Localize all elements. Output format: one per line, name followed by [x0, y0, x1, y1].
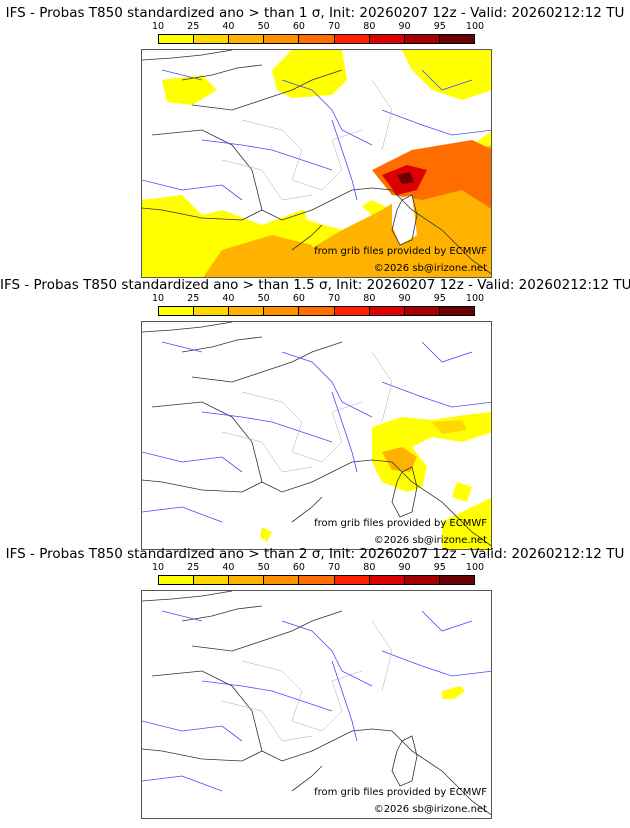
- copyright-credit: ©2026 sb@irizone.net: [373, 263, 487, 274]
- colorbar-segment: [194, 576, 230, 584]
- colorbar-segment: [159, 307, 195, 315]
- colorbar-segment: [439, 307, 474, 315]
- colorbar-tick: 90: [398, 293, 411, 304]
- map-fill-layer: [142, 50, 491, 277]
- colorbar-segment: [229, 35, 265, 43]
- colorbar-tick: 60: [292, 562, 305, 573]
- colorbar-tick: 10: [151, 21, 165, 32]
- colorbar-tick: 100: [465, 562, 485, 573]
- colorbar-tick: 80: [363, 562, 376, 573]
- colorbar-segment: [404, 307, 440, 315]
- colorbar-tick: 25: [187, 293, 200, 304]
- colorbar-segment: [439, 576, 474, 584]
- copyright-credit: ©2026 sb@irizone.net: [373, 804, 487, 815]
- colorbar-tick: 25: [187, 21, 200, 32]
- colorbar-segment: [334, 307, 370, 315]
- colorbar-segment: [439, 35, 474, 43]
- colorbar-segment: [299, 307, 335, 315]
- colorbar-segment: [229, 576, 265, 584]
- colorbar-tick: 50: [257, 21, 270, 32]
- probability-map: from grib files provided by ECMWF ©2026 …: [141, 49, 492, 278]
- colorbar-segment: [229, 307, 265, 315]
- source-credit: from grib files provided by ECMWF: [314, 518, 487, 529]
- source-credit: from grib files provided by ECMWF: [314, 787, 487, 798]
- colorbar-segment: [194, 35, 230, 43]
- map-panel-1-5sigma: IFS - Probas T850 standardized ano > tha…: [0, 277, 630, 550]
- panel-title: IFS - Probas T850 standardized ano > tha…: [5, 5, 625, 21]
- colorbar-segment: [159, 35, 195, 43]
- colorbar-segment: [404, 35, 440, 43]
- colorbar-tick: 90: [398, 562, 411, 573]
- source-credit: from grib files provided by ECMWF: [314, 246, 487, 257]
- panel-title: IFS - Probas T850 standardized ano > tha…: [0, 277, 630, 293]
- colorbar-segment: [334, 576, 370, 584]
- colorbar-tick: 80: [363, 293, 376, 304]
- colorbar-tick: 70: [328, 21, 341, 32]
- colorbar-tick: 100: [465, 21, 485, 32]
- colorbar: [158, 34, 475, 44]
- colorbar-tick: 70: [328, 293, 341, 304]
- colorbar-tick: 50: [257, 562, 270, 573]
- colorbar-segment: [264, 35, 300, 43]
- probability-map: from grib files provided by ECMWF ©2026 …: [141, 321, 492, 550]
- colorbar-segment: [299, 35, 335, 43]
- colorbar-tick: 90: [398, 21, 411, 32]
- colorbar-ticks: 10 25 40 50 60 70 80 90 95 100: [152, 21, 484, 33]
- colorbar-ticks: 10 25 40 50 60 70 80 90 95 100: [152, 293, 484, 305]
- map-panel-2sigma: IFS - Probas T850 standardized ano > tha…: [0, 546, 630, 819]
- map-fill-layer: [142, 591, 491, 816]
- colorbar: [158, 575, 475, 585]
- colorbar-tick: 95: [433, 21, 446, 32]
- colorbar-segment: [404, 576, 440, 584]
- colorbar-tick: 40: [222, 562, 235, 573]
- colorbar-tick: 60: [292, 293, 305, 304]
- colorbar-segment: [159, 576, 195, 584]
- colorbar-tick: 95: [433, 562, 446, 573]
- probability-map: from grib files provided by ECMWF ©2026 …: [141, 590, 492, 819]
- colorbar-segment: [264, 576, 300, 584]
- colorbar-segment: [369, 307, 405, 315]
- colorbar-tick: 50: [257, 293, 270, 304]
- colorbar-tick: 40: [222, 293, 235, 304]
- panel-title: IFS - Probas T850 standardized ano > tha…: [5, 546, 625, 562]
- map-fill-layer: [142, 322, 491, 549]
- colorbar-segment: [194, 307, 230, 315]
- colorbar-tick: 40: [222, 21, 235, 32]
- colorbar-tick: 95: [433, 293, 446, 304]
- colorbar-tick: 25: [187, 562, 200, 573]
- colorbar-tick: 10: [151, 293, 165, 304]
- colorbar-segment: [264, 307, 300, 315]
- colorbar: [158, 306, 475, 316]
- colorbar-tick: 10: [151, 562, 165, 573]
- colorbar-tick: 100: [465, 293, 485, 304]
- map-panel-1sigma: IFS - Probas T850 standardized ano > tha…: [0, 5, 630, 278]
- colorbar-segment: [369, 35, 405, 43]
- colorbar-segment: [299, 576, 335, 584]
- colorbar-segment: [334, 35, 370, 43]
- colorbar-segment: [369, 576, 405, 584]
- colorbar-tick: 80: [363, 21, 376, 32]
- colorbar-ticks: 10 25 40 50 60 70 80 90 95 100: [152, 562, 484, 574]
- copyright-credit: ©2026 sb@irizone.net: [373, 535, 487, 546]
- colorbar-tick: 70: [328, 562, 341, 573]
- colorbar-tick: 60: [292, 21, 305, 32]
